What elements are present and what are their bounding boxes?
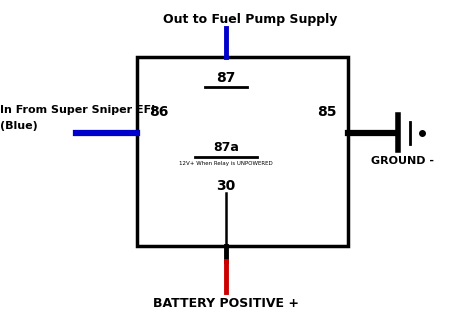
Text: 30: 30 — [217, 179, 236, 193]
Text: 87: 87 — [216, 71, 236, 85]
Text: 86: 86 — [149, 105, 169, 118]
Bar — [137, 57, 348, 246]
Text: BATTERY POSITIVE +: BATTERY POSITIVE + — [153, 297, 299, 310]
Text: 87a: 87a — [213, 141, 239, 154]
Text: 12V+ When Relay is UNPOWERED: 12V+ When Relay is UNPOWERED — [179, 161, 273, 166]
Text: In From Super Sniper EFI: In From Super Sniper EFI — [0, 105, 155, 115]
Text: 85: 85 — [317, 105, 337, 118]
Text: GROUND -: GROUND - — [372, 156, 434, 167]
Text: (Blue): (Blue) — [0, 121, 38, 131]
Text: Out to Fuel Pump Supply: Out to Fuel Pump Supply — [163, 13, 337, 26]
